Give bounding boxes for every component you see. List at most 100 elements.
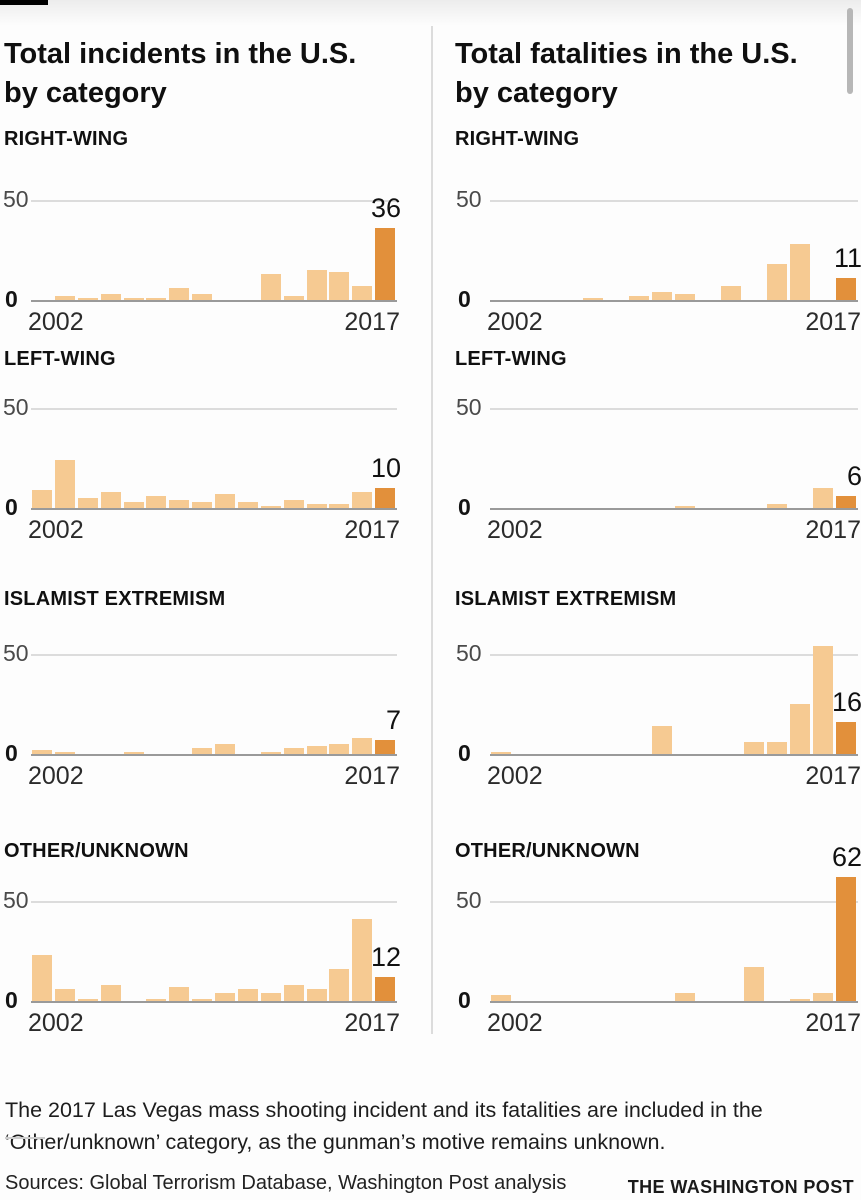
- x-label-end: 2017: [344, 762, 400, 790]
- bar-2003: [54, 752, 75, 754]
- y-tick-0: 0: [5, 740, 18, 766]
- scrollbar-thumb[interactable]: [847, 8, 853, 94]
- x-label-end: 2017: [805, 308, 861, 336]
- y-tick-50: 50: [3, 186, 29, 212]
- x-label-end: 2017: [344, 1009, 400, 1037]
- bar-2013: [283, 748, 304, 754]
- bar-2015: [790, 244, 811, 300]
- bar-chart-fatalities-other: 50 0 2002 2017 62: [456, 844, 861, 1038]
- bar-2012: [260, 274, 281, 300]
- bar-2010: [675, 294, 696, 300]
- bar-2012: [260, 993, 281, 1001]
- bar-2006: [123, 298, 144, 300]
- bar-2015: [790, 999, 811, 1001]
- value-callout: 6: [846, 461, 861, 491]
- bar-2014: [767, 264, 788, 300]
- bar-2005: [100, 294, 121, 300]
- screenshot-crop-artifact: [0, 0, 48, 5]
- bar-2008: [629, 296, 650, 300]
- bar-chart-fatalities-islamist: 50 0 2002 2017 16: [456, 640, 861, 790]
- bar-2012: [260, 752, 281, 754]
- bar-2014: [306, 504, 327, 508]
- bar-2017: [836, 722, 857, 754]
- bar-2006: [123, 752, 144, 754]
- value-callout: 10: [370, 453, 401, 483]
- x-label-start: 2002: [487, 1009, 543, 1037]
- bar-chart-incidents-islamist: 50 0 2002 2017 7: [3, 640, 401, 790]
- x-label-start: 2002: [28, 1009, 84, 1037]
- x-label-start: 2002: [28, 762, 84, 790]
- bar-2016: [352, 286, 373, 300]
- column-divider: [431, 26, 433, 1034]
- bar-2017: [375, 228, 396, 300]
- x-label-start: 2002: [28, 308, 84, 336]
- bar-2011: [237, 989, 258, 1001]
- footnote: The 2017 Las Vegas mass shooting inciden…: [5, 1097, 763, 1154]
- y-tick-50: 50: [3, 887, 29, 913]
- bar-2009: [192, 502, 213, 508]
- x-label-start: 2002: [487, 308, 543, 336]
- panel-fatalities-right-wing: RIGHT-WING 50 0 2002 2017 11: [453, 128, 861, 344]
- x-label-end: 2017: [344, 516, 400, 544]
- bar-2015: [329, 504, 350, 508]
- x-label-end: 2017: [805, 516, 861, 544]
- bar-2014: [767, 742, 788, 754]
- category-header: LEFT-WING: [455, 348, 567, 370]
- bar-2007: [146, 999, 167, 1001]
- bar-2011: [237, 502, 258, 508]
- bar-2013: [744, 742, 765, 754]
- y-tick-50: 50: [456, 394, 482, 420]
- incidents-column-title: Total incidents in the U.S. by category: [4, 38, 357, 109]
- bar-2010: [215, 744, 236, 754]
- panel-fatalities-other-unknown: OTHER/UNKNOWN 50 0 2002 2017 62: [453, 840, 861, 1056]
- x-label-start: 2002: [487, 762, 543, 790]
- bar-2003: [54, 460, 75, 508]
- category-header: OTHER/UNKNOWN: [4, 840, 189, 862]
- bar-2016: [813, 488, 834, 508]
- bar-2007: [146, 496, 167, 508]
- x-label-end: 2017: [344, 308, 400, 336]
- bar-2009: [192, 748, 213, 754]
- bar-2014: [306, 270, 327, 300]
- bar-2016: [352, 492, 373, 508]
- value-callout: 36: [370, 193, 401, 223]
- bar-2016: [352, 738, 373, 754]
- top-gradient: [0, 0, 861, 26]
- bar-2015: [329, 744, 350, 754]
- x-label-end: 2017: [805, 762, 861, 790]
- bar-2017: [375, 740, 396, 754]
- bar-2008: [169, 500, 190, 508]
- y-tick-0: 0: [458, 286, 471, 312]
- bar-2009: [652, 292, 673, 300]
- bar-2002: [32, 750, 53, 754]
- bar-2008: [169, 288, 190, 300]
- bar-2010: [215, 993, 236, 1001]
- bar-2017: [375, 977, 396, 1001]
- y-tick-0: 0: [5, 286, 18, 312]
- bar-2014: [306, 746, 327, 754]
- bar-2005: [100, 985, 121, 1001]
- category-header: RIGHT-WING: [4, 128, 129, 150]
- bar-2016: [352, 919, 373, 1001]
- x-label-start: 2002: [28, 516, 84, 544]
- panel-incidents-other-unknown: OTHER/UNKNOWN 50 0 2002 2017 12: [2, 840, 410, 1056]
- value-callout: 11: [833, 243, 861, 273]
- y-tick-0: 0: [458, 987, 471, 1013]
- bar-2002: [491, 995, 512, 1001]
- bar-2012: [721, 286, 742, 300]
- y-tick-0: 0: [458, 740, 471, 766]
- y-tick-0: 0: [5, 987, 18, 1013]
- category-header: LEFT-WING: [4, 348, 116, 370]
- y-tick-0: 0: [5, 494, 18, 520]
- y-tick-0: 0: [458, 494, 471, 520]
- category-header: ISLAMIST EXTREMISM: [4, 588, 226, 610]
- bar-2013: [283, 296, 304, 300]
- category-header: ISLAMIST EXTREMISM: [455, 588, 677, 610]
- bar-chart-incidents-left-wing: 50 0 2002 2017 10: [3, 394, 401, 544]
- bar-2002: [32, 490, 53, 508]
- bar-2004: [77, 999, 98, 1001]
- sources-line: Sources: Global Terrorism Database, Wash…: [5, 1172, 567, 1194]
- category-header: RIGHT-WING: [455, 128, 580, 150]
- bar-2013: [283, 500, 304, 508]
- panel-incidents-right-wing: RIGHT-WING 50 0 2002 2017 36: [2, 128, 410, 344]
